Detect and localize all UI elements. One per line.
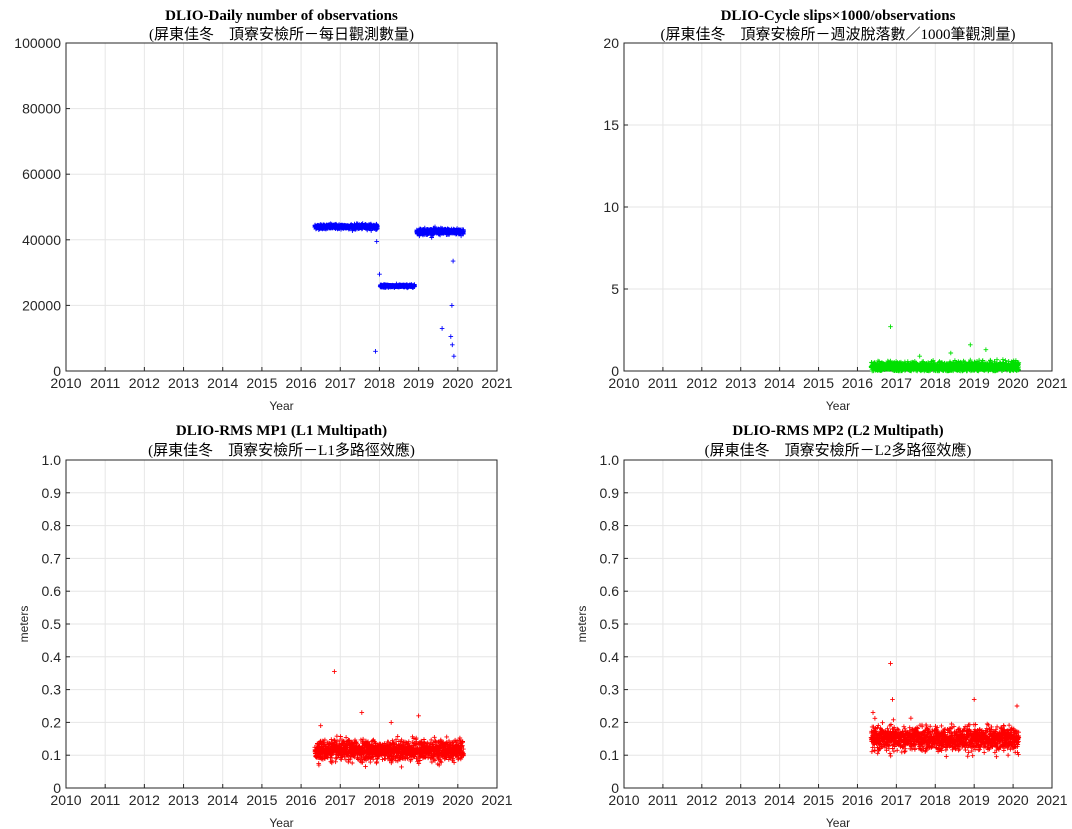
- data-point: [412, 284, 417, 289]
- x-tick-label: 2020: [998, 792, 1029, 808]
- y-tick-label: 0: [53, 780, 61, 796]
- x-tick-label: 2012: [686, 792, 717, 808]
- x-tick-label: 2011: [648, 375, 678, 391]
- x-tick-label: 2019: [959, 792, 990, 808]
- x-tick-label: 2014: [207, 792, 238, 808]
- y-tick-label: 0.2: [42, 714, 62, 730]
- x-tick-label: 2011: [648, 792, 678, 808]
- y-tick-label: 0.3: [600, 682, 620, 698]
- x-axis-label: Year: [826, 399, 850, 413]
- x-tick-label: 2021: [1036, 792, 1067, 808]
- x-tick-label: 2013: [725, 792, 756, 808]
- x-tick-label: 2021: [481, 375, 512, 391]
- y-tick-label: 0: [611, 363, 619, 379]
- y-tick-label: 0: [611, 780, 619, 796]
- chart-title: DLIO-Daily number of observations: [165, 8, 398, 24]
- y-tick-label: 0.3: [42, 682, 62, 698]
- y-tick-label: 0.6: [600, 583, 620, 599]
- x-tick-label: 2014: [764, 375, 795, 391]
- x-tick-label: 2012: [129, 792, 160, 808]
- y-axis-label: meters: [17, 606, 31, 643]
- data-point: [429, 235, 434, 240]
- x-tick-label: 2019: [403, 792, 434, 808]
- x-tick-label: 2018: [364, 375, 395, 391]
- x-tick-label: 2019: [959, 375, 990, 391]
- y-tick-label: 0.9: [600, 485, 620, 501]
- x-tick-label: 2016: [842, 375, 873, 391]
- y-tick-label: 5: [611, 281, 619, 297]
- chart-panel-1: 2010 2011 2012 2013 2014 2015 2016 2017 2018 2019…: [14, 8, 512, 413]
- y-tick-label: 0: [53, 363, 61, 379]
- x-tick-label: 2017: [881, 375, 912, 391]
- x-tick-label: 2012: [686, 375, 717, 391]
- y-tick-label: 10: [603, 199, 619, 215]
- chart-subtitle: (屏東佳冬 頂寮安檢所－週波脫落數／1000筆觀測量): [661, 25, 1016, 43]
- x-tick-label: 2017: [325, 375, 356, 391]
- y-tick-label: 40000: [22, 232, 61, 248]
- y-tick-label: 20: [603, 35, 619, 51]
- x-tick-label: 2017: [881, 792, 912, 808]
- x-tick-label: 2019: [403, 375, 434, 391]
- chart-panel-4: 2010 2011 2012 2013 2014 2015 2016 2017 2018 2019…: [575, 423, 1068, 829]
- x-tick-label: 2010: [50, 375, 81, 391]
- y-tick-label: 0.6: [42, 583, 62, 599]
- y-tick-label: 0.1: [42, 747, 62, 763]
- y-tick-label: 0.4: [600, 649, 620, 665]
- y-tick-label: 20000: [22, 297, 61, 313]
- x-tick-label: 2013: [168, 375, 199, 391]
- y-tick-label: 0.1: [600, 747, 620, 763]
- y-tick-label: 100000: [14, 35, 61, 51]
- x-tick-label: 2011: [90, 792, 120, 808]
- x-axis-label: Year: [269, 399, 293, 413]
- x-tick-label: 2021: [481, 792, 512, 808]
- y-tick-label: 0.5: [42, 616, 62, 632]
- x-tick-label: 2018: [920, 375, 951, 391]
- x-tick-label: 2015: [803, 792, 834, 808]
- x-tick-label: 2020: [998, 375, 1029, 391]
- y-tick-label: 60000: [22, 166, 61, 182]
- x-tick-label: 2017: [325, 792, 356, 808]
- y-tick-label: 80000: [22, 101, 61, 117]
- x-tick-label: 2021: [1036, 375, 1067, 391]
- x-tick-label: 2013: [725, 375, 756, 391]
- chart-title: DLIO-Cycle slips×1000/observations: [721, 8, 956, 24]
- y-tick-label: 1.0: [42, 452, 62, 468]
- y-tick-label: 0.4: [42, 649, 62, 665]
- chart-panel-3: 2010 2011 2012 2013 2014 2015 2016 2017 2018 2019…: [17, 423, 513, 829]
- x-tick-label: 2015: [803, 375, 834, 391]
- data-point: [375, 224, 380, 230]
- data-series: [312, 221, 466, 359]
- chart-subtitle: (屏東佳冬 頂寮安檢所－L1多路徑效應): [148, 441, 415, 459]
- chart-subtitle: (屏東佳冬 頂寮安檢所－每日觀測數量): [149, 25, 414, 43]
- axes-box: [65, 42, 498, 372]
- y-tick-label: 0.9: [42, 485, 62, 501]
- x-tick-label: 2015: [246, 375, 277, 391]
- chart-panel-2: 2010 2011 2012 2013 2014 2015 2016 2017 2018 2019…: [603, 8, 1067, 413]
- x-tick-label: 2016: [842, 792, 873, 808]
- y-tick-label: 0.8: [42, 518, 62, 534]
- y-tick-label: 15: [603, 117, 619, 133]
- y-tick-label: 0.7: [600, 550, 620, 566]
- x-tick-label: 2012: [129, 375, 160, 391]
- x-tick-label: 2014: [764, 792, 795, 808]
- x-tick-label: 2018: [920, 792, 951, 808]
- x-tick-label: 2018: [364, 792, 395, 808]
- y-tick-label: 0.2: [600, 714, 620, 730]
- y-tick-label: 1.0: [600, 452, 620, 468]
- plot-area: [66, 43, 497, 371]
- x-tick-label: 2016: [286, 375, 317, 391]
- y-tick-label: 0.7: [42, 550, 62, 566]
- x-tick-label: 2020: [442, 792, 473, 808]
- y-tick-label: 0.5: [600, 616, 620, 632]
- chart-title: DLIO-RMS MP1 (L1 Multipath): [176, 423, 387, 439]
- x-tick-label: 2013: [168, 792, 199, 808]
- x-axis-label: Year: [269, 816, 293, 829]
- x-tick-label: 2020: [442, 375, 473, 391]
- x-tick-label: 2011: [90, 375, 120, 391]
- x-tick-label: 2016: [286, 792, 317, 808]
- y-tick-label: 0.8: [600, 518, 620, 534]
- x-tick-label: 2015: [246, 792, 277, 808]
- x-tick-label: 2014: [207, 375, 238, 391]
